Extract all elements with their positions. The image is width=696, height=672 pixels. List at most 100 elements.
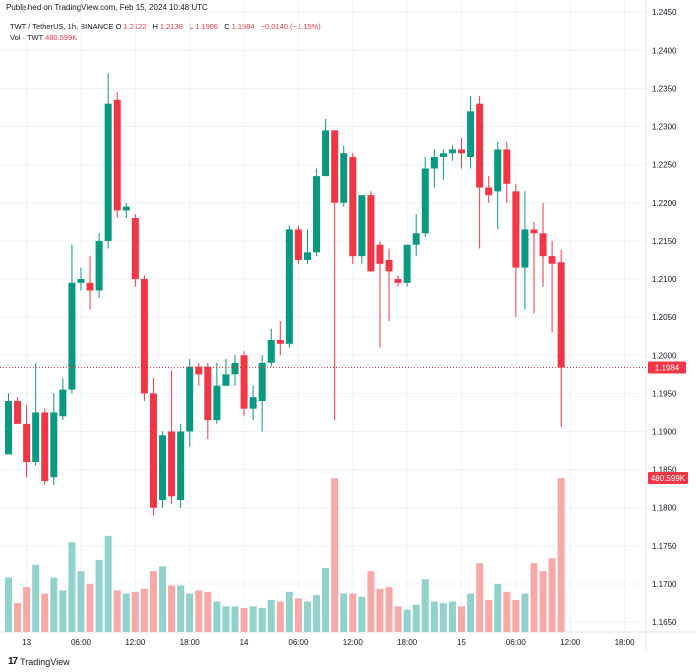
tradingview-footer[interactable]: 17 TradingView bbox=[8, 656, 70, 667]
published-caption: Published on TradingView.com, Feb 15, 20… bbox=[6, 3, 208, 12]
volume-bar bbox=[349, 593, 357, 632]
candle-body bbox=[258, 362, 266, 402]
volume-bar bbox=[186, 593, 194, 632]
candle-body bbox=[349, 157, 357, 257]
candle-body bbox=[122, 206, 130, 211]
tradingview-logo-icon: 17 bbox=[8, 656, 18, 667]
volume-bar bbox=[32, 564, 40, 632]
volume-bar bbox=[231, 606, 239, 632]
candle-body bbox=[494, 149, 502, 192]
candle-body bbox=[303, 252, 311, 260]
volume-bar bbox=[41, 593, 49, 632]
legend-high-label: H bbox=[152, 22, 158, 31]
candle-body bbox=[548, 256, 556, 264]
volume-bar bbox=[14, 603, 22, 632]
candle-body bbox=[439, 153, 447, 158]
candle-body bbox=[140, 279, 148, 394]
price-tick-label: 1.2400 bbox=[652, 46, 677, 55]
legend-high-value: 1.2138 bbox=[159, 22, 183, 31]
price-tick-label: 1.1850 bbox=[652, 466, 677, 475]
candle-body bbox=[421, 168, 429, 234]
last-price-tag bbox=[648, 361, 686, 374]
volume-bar bbox=[485, 599, 493, 632]
candle-body bbox=[448, 149, 456, 154]
price-axis[interactable]: 1.1650 1.1700 1.1750 1.1800 1.1850 1.1900 1.19… bbox=[652, 8, 677, 627]
candle-body bbox=[222, 374, 230, 386]
legend-low-label: L bbox=[188, 22, 194, 31]
legend-symbol: TWT / TetherUS, 1h, BINANCE bbox=[10, 22, 114, 31]
volume-bar bbox=[104, 535, 112, 632]
price-tick-label: 1.2050 bbox=[652, 313, 677, 322]
volume-bar bbox=[322, 567, 330, 632]
volume-bar bbox=[512, 599, 520, 632]
candle-body bbox=[313, 176, 321, 253]
candle-body bbox=[177, 431, 185, 501]
time-tick-label: 06:00 bbox=[288, 638, 309, 647]
volume-bar bbox=[303, 601, 311, 632]
time-tick-label: 18:00 bbox=[615, 638, 636, 647]
legend-close-label: C bbox=[224, 22, 230, 31]
candle-body bbox=[186, 366, 194, 432]
candle-body bbox=[539, 233, 547, 257]
volume-bar bbox=[258, 607, 266, 632]
time-tick-label: 06:00 bbox=[71, 638, 92, 647]
volume-bar bbox=[140, 588, 148, 632]
time-tick-label: 13 bbox=[22, 638, 31, 647]
candle-body bbox=[104, 103, 112, 241]
legend-close-value: 1.1984 bbox=[231, 22, 255, 31]
candle-body bbox=[394, 279, 402, 283]
candle-body bbox=[367, 195, 375, 272]
candle-body bbox=[294, 229, 302, 260]
price-tick-label: 1.2200 bbox=[652, 199, 677, 208]
volume-bar bbox=[131, 591, 139, 632]
volume-bar bbox=[95, 559, 103, 632]
price-tick-label: 1.1700 bbox=[652, 580, 677, 589]
volume-bar bbox=[213, 601, 221, 632]
candle-body bbox=[276, 340, 284, 344]
candle-body bbox=[530, 229, 538, 234]
time-tick-label: 12:00 bbox=[560, 638, 581, 647]
candle-body bbox=[557, 262, 565, 368]
volume-bar bbox=[149, 571, 157, 632]
time-tick-label: 06:00 bbox=[506, 638, 527, 647]
volume-bars bbox=[5, 478, 565, 632]
candles bbox=[5, 73, 565, 516]
volume-bar bbox=[122, 593, 130, 632]
candle-body bbox=[159, 435, 167, 501]
time-tick-label: 12:00 bbox=[343, 638, 364, 647]
volume-bar bbox=[403, 609, 411, 632]
tradingview-brand: TradingView bbox=[20, 656, 70, 667]
time-tick-label: 18:00 bbox=[180, 638, 201, 647]
candle-body bbox=[267, 340, 275, 363]
volume-bar bbox=[376, 588, 384, 632]
candle-body bbox=[14, 401, 22, 424]
candle-body bbox=[32, 412, 40, 462]
volume-bar bbox=[503, 591, 511, 632]
volume-bar bbox=[276, 601, 284, 632]
volume-bar bbox=[159, 566, 167, 632]
candle-body bbox=[285, 229, 293, 344]
volume-bar bbox=[494, 583, 502, 632]
price-tick-label: 1.2350 bbox=[652, 84, 677, 93]
volume-bar bbox=[177, 585, 185, 632]
price-tick-label: 1.1650 bbox=[652, 618, 677, 627]
candle-body bbox=[113, 99, 121, 211]
volume-bar bbox=[521, 593, 529, 632]
candle-body bbox=[358, 195, 366, 257]
volume-bar bbox=[548, 558, 556, 632]
price-tick-label: 1.2250 bbox=[652, 161, 677, 170]
price-tick-label: 1.2300 bbox=[652, 123, 677, 132]
candle-body bbox=[412, 233, 420, 245]
candle-body bbox=[512, 191, 520, 268]
chart-grid bbox=[0, 0, 696, 650]
volume-bar bbox=[539, 571, 547, 632]
legend-open-label: O bbox=[115, 22, 122, 31]
price-tick-label: 1.2150 bbox=[652, 237, 677, 246]
candle-body bbox=[23, 423, 31, 462]
candle-body bbox=[240, 355, 248, 409]
volume-bar bbox=[113, 590, 121, 632]
candle-body bbox=[41, 412, 49, 482]
time-axis[interactable]: 13 06:00 12:00 18:00 14 06:00 12:00 18:00 15 06:0… bbox=[22, 638, 635, 647]
candle-body bbox=[213, 385, 221, 421]
